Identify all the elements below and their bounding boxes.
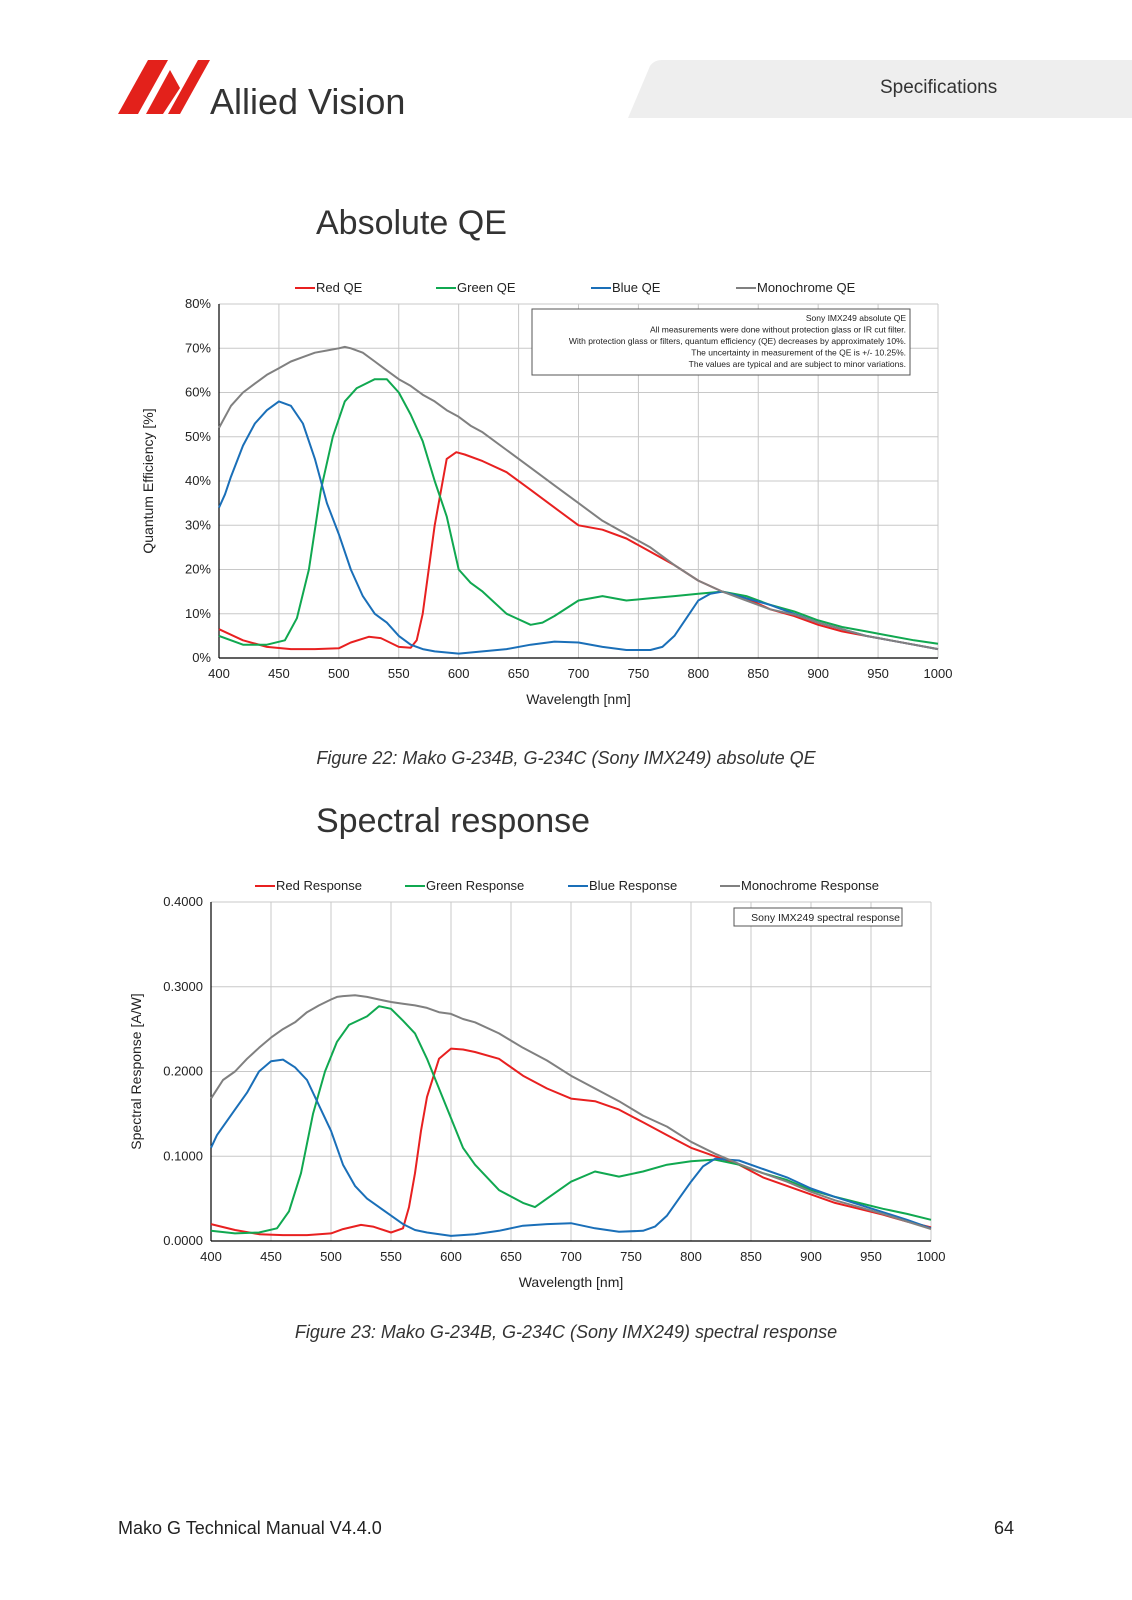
y-tick-label: 0.1000 bbox=[163, 1148, 203, 1163]
x-tick-label: 400 bbox=[200, 1249, 222, 1264]
x-tick-label: 450 bbox=[268, 666, 290, 681]
annotation-line: With protection glass or filters, quantu… bbox=[569, 336, 906, 346]
x-tick-label: 900 bbox=[807, 666, 829, 681]
absolute-qe-chart: 400 450 500 550 600 650 700 750 800 850 900 950 1000… bbox=[140, 280, 953, 707]
figure-caption-23: Figure 23: Mako G-234B, G-234C (Sony IMX… bbox=[294, 1322, 838, 1342]
series-line-blue-response bbox=[210, 1058, 932, 1237]
spectral-response-chart: 400 450 500 550 600 650 700 750 800 850 900 950 1000… bbox=[128, 878, 946, 1290]
x-tick-label: 600 bbox=[440, 1249, 462, 1264]
x-tick-label: 1000 bbox=[917, 1249, 946, 1264]
series-line-blue-qe bbox=[218, 400, 939, 655]
x-tick-label: 550 bbox=[388, 666, 410, 681]
y-tick-label: 80% bbox=[185, 296, 211, 311]
section-title-absolute-qe: Absolute QE bbox=[316, 204, 507, 242]
x-axis-title: Wavelength [nm] bbox=[526, 691, 631, 707]
y-tick-label: 20% bbox=[185, 562, 211, 577]
x-tick-label: 500 bbox=[320, 1249, 342, 1264]
y-tick-label: 60% bbox=[185, 385, 211, 400]
x-tick-label: 400 bbox=[208, 666, 230, 681]
x-tick-label: 950 bbox=[867, 666, 889, 681]
x-tick-label: 800 bbox=[680, 1249, 702, 1264]
series-line-monochrome-qe bbox=[218, 345, 939, 651]
y-tick-label: 40% bbox=[185, 473, 211, 488]
y-tick-label: 0.0000 bbox=[163, 1233, 203, 1248]
x-tick-label: 800 bbox=[687, 666, 709, 681]
y-tick-label: 0.2000 bbox=[163, 1064, 203, 1079]
x-tick-label: 700 bbox=[568, 666, 590, 681]
brand-name: Allied Vision bbox=[210, 81, 405, 122]
annotation-box bbox=[733, 907, 903, 927]
x-axis-title: Wavelength [nm] bbox=[519, 1274, 624, 1290]
x-tick-label: 550 bbox=[380, 1249, 402, 1264]
annotation-line: All measurements were done without prote… bbox=[650, 325, 906, 335]
annotation-line: Sony IMX249 spectral response bbox=[751, 912, 900, 924]
legend-label-red-response: Red Response bbox=[276, 878, 362, 893]
x-tick-label: 900 bbox=[800, 1249, 822, 1264]
page-number: 64 bbox=[993, 1518, 1014, 1538]
series-line-monochrome-response bbox=[210, 994, 932, 1231]
y-tick-label: 70% bbox=[185, 340, 211, 355]
x-tick-label: 750 bbox=[628, 666, 650, 681]
x-tick-label: 600 bbox=[448, 666, 470, 681]
y-axis-title: Spectral Response [A/W] bbox=[128, 993, 144, 1149]
section-tab bbox=[628, 60, 1132, 118]
manual-title: Mako G Technical Manual V4.4.0 bbox=[118, 1518, 382, 1538]
legend-label-green-response: Green Response bbox=[426, 878, 524, 893]
x-tick-label: 700 bbox=[560, 1249, 582, 1264]
y-tick-label: 30% bbox=[185, 517, 211, 532]
legend-label-monochrome-response: Monochrome Response bbox=[741, 878, 879, 893]
annotation-line: The values are typical and are subject t… bbox=[689, 359, 906, 369]
series-line-red-qe bbox=[218, 451, 939, 651]
series-line-red-response bbox=[210, 1047, 932, 1237]
annotation-line: Sony IMX249 absolute QE bbox=[806, 313, 907, 323]
y-tick-label: 50% bbox=[185, 429, 211, 444]
x-tick-label: 850 bbox=[747, 666, 769, 681]
x-tick-label: 450 bbox=[260, 1249, 282, 1264]
legend-label-green-qe: Green QE bbox=[457, 280, 516, 295]
x-tick-label: 500 bbox=[328, 666, 350, 681]
y-axis-title: Quantum Efficiency [%] bbox=[140, 408, 156, 553]
series-line-green-qe bbox=[218, 378, 939, 646]
legend-label-red-qe: Red QE bbox=[316, 280, 363, 295]
annotation-line: The uncertainty in measurement of the QE… bbox=[691, 348, 906, 358]
y-tick-label: 0.4000 bbox=[163, 894, 203, 909]
x-tick-label: 950 bbox=[860, 1249, 882, 1264]
allied-vision-logo: Allied Vision bbox=[118, 60, 405, 122]
x-tick-label: 650 bbox=[508, 666, 530, 681]
y-tick-label: 0% bbox=[192, 650, 211, 665]
annotation-box bbox=[531, 308, 911, 376]
section-label: Specifications bbox=[880, 77, 998, 98]
legend-label-blue-qe: Blue QE bbox=[612, 280, 661, 295]
figure-caption-22: Figure 22: Mako G-234B, G-234C (Sony IMX… bbox=[316, 748, 816, 768]
x-tick-label: 1000 bbox=[924, 666, 953, 681]
x-tick-label: 750 bbox=[620, 1249, 642, 1264]
x-tick-label: 650 bbox=[500, 1249, 522, 1264]
x-tick-label: 850 bbox=[740, 1249, 762, 1264]
y-tick-label: 10% bbox=[185, 606, 211, 621]
legend-label-blue-response: Blue Response bbox=[589, 878, 677, 893]
section-title-spectral-response: Spectral response bbox=[316, 802, 591, 840]
y-tick-label: 0.3000 bbox=[163, 979, 203, 994]
legend-label-monochrome-qe: Monochrome QE bbox=[757, 280, 856, 295]
